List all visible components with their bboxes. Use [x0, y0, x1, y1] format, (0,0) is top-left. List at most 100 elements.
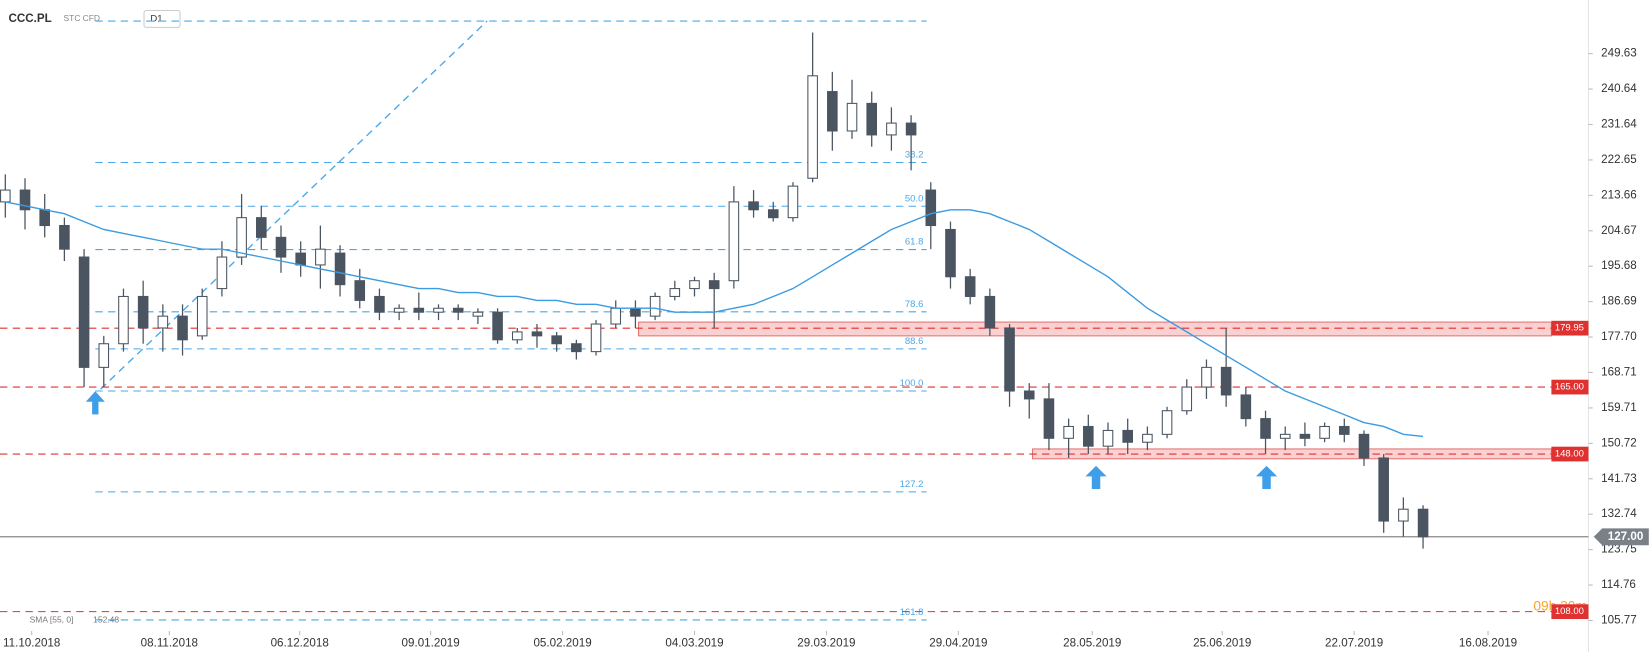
fib-label: 61.8	[905, 237, 924, 248]
sma-line	[5, 201, 1424, 438]
y-tick-label: 132.74	[1601, 507, 1637, 520]
y-tick-label: 195.68	[1601, 259, 1637, 272]
candle-body	[551, 335, 562, 345]
candle-body	[1063, 425, 1074, 439]
arrow	[1085, 465, 1107, 489]
y-tick-label: 105.77	[1601, 614, 1637, 627]
timeframe[interactable]: D1	[150, 13, 162, 24]
y-tick-label: 150.72	[1601, 436, 1637, 449]
fib-label: 38.2	[905, 150, 924, 161]
candle-body	[0, 189, 11, 203]
candle-body	[1319, 425, 1330, 439]
candle-body	[1201, 366, 1212, 388]
candle-body	[1004, 327, 1015, 392]
y-tick-label: 114.76	[1601, 578, 1636, 591]
x-tick-label: 28.05.2019	[1063, 637, 1121, 650]
candle-body	[334, 252, 346, 286]
level-label: 179.95	[1555, 323, 1584, 334]
candle-body	[1378, 457, 1389, 522]
candle-body	[1102, 429, 1114, 447]
candle-body	[610, 307, 622, 325]
x-tick-label: 16.08.2019	[1459, 637, 1517, 650]
y-tick-label: 204.67	[1601, 224, 1637, 237]
symbol: CCC.PL	[8, 12, 51, 25]
candle-body	[413, 307, 425, 313]
candle-body	[216, 256, 228, 290]
candle-body	[98, 343, 110, 368]
y-tick-label: 159.71	[1601, 401, 1637, 414]
candle-body	[275, 236, 287, 258]
fib-label: 127.2	[900, 479, 924, 490]
candle-body	[669, 288, 681, 297]
candle-body	[1398, 508, 1409, 522]
candle-body	[846, 102, 858, 132]
candle-body	[1023, 390, 1035, 400]
y-tick-label: 213.66	[1601, 188, 1637, 201]
candle-body	[59, 225, 70, 250]
candle-body	[1240, 394, 1252, 420]
candle-body	[472, 311, 484, 317]
y-tick-label: 222.65	[1601, 153, 1637, 166]
fib-label: 88.6	[905, 336, 924, 347]
candle-body	[964, 276, 976, 297]
y-tick-label: 240.64	[1601, 82, 1637, 95]
candle-body	[78, 256, 90, 368]
candle-body	[531, 331, 543, 337]
x-tick-label: 08.11.2018	[141, 637, 198, 650]
market: CFD	[83, 13, 100, 23]
candle-body	[1299, 433, 1311, 439]
y-tick-label: 186.69	[1601, 295, 1637, 308]
candle-body	[39, 209, 50, 227]
x-tick-label: 22.07.2019	[1325, 637, 1383, 650]
x-tick-label: 25.06.2019	[1193, 637, 1251, 650]
candle-body	[886, 122, 897, 136]
level-label: 108.00	[1555, 606, 1584, 617]
y-tick-label: 168.71	[1601, 366, 1637, 379]
zone	[638, 321, 1552, 337]
candle-body	[1417, 508, 1429, 538]
candle-body	[1122, 429, 1133, 443]
sma-value: 152.48	[93, 615, 119, 625]
fib-label: 78.6	[905, 299, 924, 310]
candle-body	[177, 315, 188, 341]
candle-body	[649, 295, 661, 317]
candle-body	[295, 252, 306, 266]
x-tick-label: 04.03.2019	[665, 637, 723, 650]
fib-label: 100.0	[900, 378, 924, 389]
candle-body	[1142, 433, 1153, 443]
candle-body	[492, 311, 503, 341]
candle-body	[571, 343, 582, 353]
price-tag	[1593, 528, 1649, 546]
fib-label: 161.8	[900, 607, 924, 618]
candle-body	[393, 307, 405, 313]
arrow	[1255, 465, 1278, 489]
candle-body	[1260, 418, 1271, 439]
y-tick-label: 231.64	[1601, 118, 1637, 131]
arrow	[85, 391, 105, 415]
candle-body	[1358, 433, 1370, 459]
candle-body	[905, 122, 917, 136]
candle-body	[708, 280, 720, 290]
candle-body	[374, 295, 385, 313]
candle-body	[433, 307, 444, 313]
level-tag	[1551, 379, 1589, 395]
candle-body	[945, 228, 956, 278]
candle-body	[196, 295, 208, 337]
candle-body	[354, 280, 366, 301]
y-tick-label: 249.63	[1601, 47, 1637, 60]
x-tick-label: 29.04.2019	[929, 637, 987, 650]
x-tick-label: 11.10.2018	[3, 637, 60, 650]
candle-body	[1279, 433, 1291, 439]
candle-body	[511, 331, 523, 341]
candle-body	[925, 189, 937, 227]
candle-body	[1083, 425, 1094, 447]
y-tick-label: 141.73	[1601, 472, 1637, 485]
timeframe-box[interactable]	[143, 9, 181, 28]
candle-body	[866, 102, 878, 136]
candle-body	[590, 323, 602, 353]
candle-body	[748, 201, 759, 211]
candle-body	[1043, 398, 1055, 439]
level-tag	[1551, 446, 1589, 462]
